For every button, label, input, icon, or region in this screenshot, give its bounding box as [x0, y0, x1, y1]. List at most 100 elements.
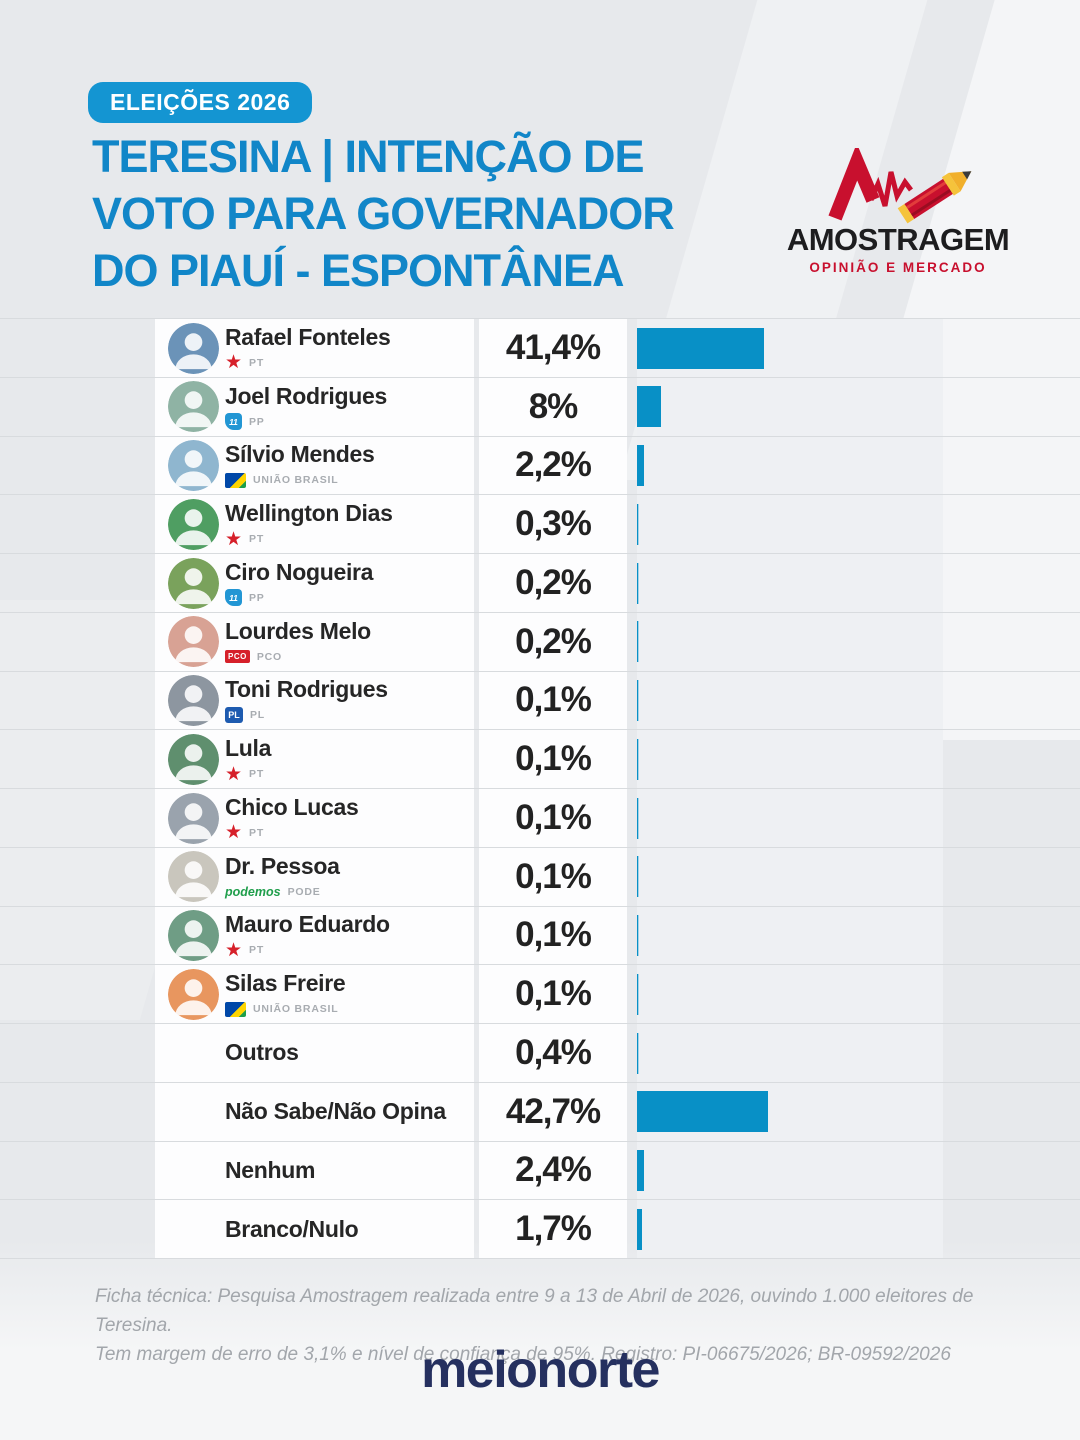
table-row: Toni Rodrigues PL PL 0,1% — [0, 671, 1080, 731]
bar — [637, 1208, 643, 1250]
candidate-photo — [168, 968, 219, 1020]
bar — [637, 562, 638, 604]
candidate-name-wrap: Mauro Eduardo ★ PT — [225, 907, 390, 965]
bar — [637, 856, 638, 898]
candidate-cell: Wellington Dias ★ PT — [155, 495, 474, 553]
bar — [637, 1150, 645, 1191]
party-logo-icon: ★ — [225, 763, 243, 785]
percentage-value: 8% — [479, 377, 627, 436]
bar-track — [637, 436, 943, 495]
amostragem-logo-text: AMOSTRAGEM — [786, 222, 1010, 257]
candidate-cell: Rafael Fonteles ★ PT — [155, 319, 474, 377]
party-label: PT — [249, 533, 265, 546]
amostragem-logo: AMOSTRAGEM OPINIÃO E MERCADO — [778, 148, 1018, 275]
table-row: Joel Rodrigues 11 PP 8% — [0, 377, 1080, 437]
percentage-value: 0,1% — [479, 671, 627, 730]
party-line: ★ PT — [225, 352, 391, 374]
party-label: UNIÃO BRASIL — [253, 474, 339, 487]
party-line: ★ PT — [225, 823, 358, 842]
percentage-value: 41,4% — [479, 319, 627, 377]
table-row: Mauro Eduardo ★ PT 0,1% — [0, 906, 1080, 966]
poll-table: Rafael Fonteles ★ PT 41,4% Joel Rodri — [0, 318, 1080, 1259]
bar-track — [637, 1200, 943, 1258]
party-logo-icon — [225, 472, 246, 488]
party-label: PODE — [287, 885, 321, 898]
candidate-cell: Lula ★ PT — [155, 730, 474, 788]
candidate-name-wrap: Outros — [225, 1024, 299, 1082]
party-logo-icon: 11 — [225, 589, 242, 607]
technical-note: Ficha técnica: Pesquisa Amostragem reali… — [95, 1282, 995, 1369]
candidate-name: Chico Lucas — [225, 793, 359, 820]
candidate-name: Lourdes Melo — [225, 617, 371, 644]
candidate-cell: Dr. Pessoa podemos PODE — [155, 847, 474, 906]
candidate-photo — [168, 322, 219, 374]
table-row: Outros 0,4% — [0, 1024, 1080, 1083]
candidate-cell: Joel Rodrigues 11 PP — [155, 377, 474, 436]
table-row: Rafael Fonteles ★ PT 41,4% — [0, 319, 1080, 378]
party-line: ★ PT — [225, 763, 271, 785]
party-line: ★ PT — [225, 528, 393, 550]
bar-track — [637, 730, 943, 788]
candidate-cell: Ciro Nogueira 11 PP — [155, 554, 474, 612]
technical-note-line-1: Ficha técnica: Pesquisa Amostragem reali… — [95, 1286, 974, 1336]
candidate-name-wrap: Ciro Nogueira 11 PP — [225, 554, 373, 612]
party-logo-icon: PL — [225, 707, 243, 724]
page-title: TERESINA | INTENÇÃO DE VOTO PARA GOVERNA… — [92, 128, 675, 299]
candidate-photo — [168, 616, 219, 668]
percentage-value: 0,1% — [479, 847, 627, 906]
percentage-value: 0,1% — [479, 730, 627, 788]
bar — [637, 738, 638, 780]
candidate-name: Lula — [225, 735, 272, 762]
bar — [637, 1091, 768, 1133]
table-row: Nenhum 2,4% — [0, 1141, 1080, 1201]
bar-track — [637, 319, 943, 377]
table-row: Sílvio Mendes UNIÃO BRASIL 2,2% — [0, 436, 1080, 496]
party-logo-icon: ★ — [225, 352, 243, 374]
candidate-photo — [168, 498, 219, 550]
bar-track — [637, 1082, 943, 1141]
party-logo-icon: PCO — [225, 650, 250, 664]
percentage-value: 0,2% — [479, 612, 627, 671]
bar-track — [637, 377, 943, 436]
candidate-name-wrap: Dr. Pessoa podemos PODE — [225, 848, 340, 906]
candidate-cell: Toni Rodrigues PL PL — [155, 671, 474, 730]
table-row: Wellington Dias ★ PT 0,3% — [0, 495, 1080, 554]
percentage-value: 2,2% — [479, 436, 627, 495]
candidate-cell: Lourdes Melo PCO PCO — [155, 612, 474, 671]
bar-track — [637, 495, 943, 553]
party-label: PT — [249, 768, 265, 781]
table-row: Branco/Nulo 1,7% — [0, 1200, 1080, 1259]
table-row: Lourdes Melo PCO PCO 0,2% — [0, 612, 1080, 672]
candidate-name: Dr. Pessoa — [225, 852, 340, 879]
bar — [637, 915, 638, 956]
background-fade — [0, 1240, 1080, 1440]
party-logo-icon — [225, 1001, 246, 1017]
candidate-cell: Sílvio Mendes UNIÃO BRASIL — [155, 436, 474, 495]
party-line: ★ PT — [225, 941, 390, 960]
bar-track — [637, 789, 943, 847]
candidate-name: Ciro Nogueira — [225, 558, 374, 585]
party-label: PT — [249, 826, 265, 839]
bar — [637, 1032, 639, 1074]
candidate-photo — [168, 792, 219, 844]
candidate-cell: Silas Freire UNIÃO BRASIL — [155, 965, 474, 1023]
bar — [637, 445, 644, 486]
candidate-name: Branco/Nulo — [225, 1215, 359, 1242]
party-logo-icon: ★ — [225, 528, 243, 550]
candidate-name-wrap: Não Sabe/Não Opina — [225, 1083, 446, 1141]
bar — [637, 797, 638, 839]
candidate-name: Rafael Fonteles — [225, 323, 391, 350]
party-line: PL PL — [225, 706, 388, 724]
candidate-name-wrap: Joel Rodrigues 11 PP — [225, 378, 387, 436]
pencil-pulse-icon — [828, 148, 972, 224]
table-row: Dr. Pessoa podemos PODE 0,1% — [0, 847, 1080, 907]
meionorte-logo: meionorte — [421, 1341, 660, 1399]
candidate-name: Silas Freire — [225, 970, 346, 997]
bar-track — [637, 671, 943, 730]
candidate-photo — [168, 557, 219, 609]
candidate-cell: Branco/Nulo — [155, 1200, 474, 1258]
bar-track — [637, 1141, 943, 1200]
candidate-cell: Chico Lucas ★ PT — [155, 789, 474, 847]
candidate-name-wrap: Sílvio Mendes UNIÃO BRASIL — [225, 437, 375, 495]
